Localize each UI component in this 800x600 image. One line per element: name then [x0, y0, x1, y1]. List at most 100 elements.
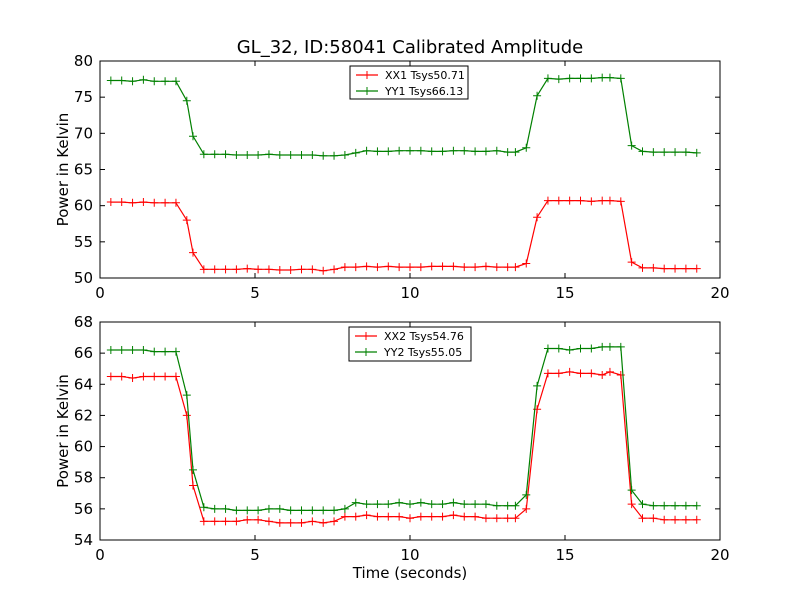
top-point-xx1: [384, 262, 393, 271]
top-x-tick-label: 15: [555, 284, 574, 302]
top-point-yy1: [692, 148, 701, 157]
top-point-yy1: [587, 74, 596, 83]
top-y-tick-label: 55: [74, 233, 93, 251]
bottom-point-xx2: [460, 512, 469, 521]
bottom-point-xx2: [351, 512, 360, 521]
bottom-legend-marker-xx2: [362, 332, 370, 340]
bottom-point-xx2: [565, 367, 574, 376]
bottom-legend-box: [348, 326, 472, 362]
top-point-yy1: [319, 151, 328, 160]
top-point-xx1: [221, 265, 230, 274]
bottom-point-yy2: [150, 347, 159, 356]
top-point-xx1: [427, 262, 436, 271]
bottom-point-xx2: [182, 411, 191, 420]
bottom-point-xx2: [128, 374, 137, 383]
top-point-xx1: [297, 265, 306, 274]
bottom-point-yy2: [565, 346, 574, 355]
top-point-xx1: [605, 196, 614, 205]
bottom-point-xx2: [199, 517, 208, 526]
top-point-yy1: [189, 132, 197, 141]
top-point-yy1: [492, 146, 501, 155]
top-point-xx1: [189, 248, 197, 257]
top-point-xx1: [460, 263, 469, 272]
bottom-point-yy2: [481, 500, 490, 509]
top-point-yy1: [681, 148, 690, 157]
top-point-yy1: [117, 76, 126, 85]
bottom-point-xx2: [427, 512, 436, 521]
bottom-point-yy2: [308, 506, 317, 515]
bottom-point-yy2: [117, 346, 126, 355]
top-point-xx1: [416, 263, 425, 272]
bottom-point-xx2: [243, 515, 252, 524]
top-point-xx1: [362, 262, 371, 271]
bottom-y-tick-label: 56: [74, 500, 93, 518]
bottom-point-xx2: [492, 514, 501, 523]
top-y-tick-label: 80: [74, 52, 93, 70]
top-point-yy1: [139, 75, 148, 84]
top-point-xx1: [587, 197, 596, 206]
bottom-x-tick-label: 10: [400, 546, 419, 564]
bottom-x-tick-label: 0: [95, 546, 105, 564]
bottom-point-xx2: [438, 512, 447, 521]
top-point-yy1: [522, 143, 531, 152]
bottom-point-xx2: [638, 514, 647, 523]
bottom-point-xx2: [384, 512, 393, 521]
top-point-yy1: [264, 150, 273, 159]
top-point-xx1: [503, 263, 512, 272]
top-point-xx1: [232, 265, 241, 274]
bottom-point-yy2: [587, 344, 596, 353]
bottom-point-xx2: [671, 515, 680, 524]
bottom-point-yy2: [660, 501, 669, 510]
bottom-point-xx2: [503, 514, 512, 523]
bottom-point-xx2: [340, 512, 349, 521]
bottom-point-xx2: [221, 517, 230, 526]
top-point-xx1: [351, 263, 360, 272]
bottom-point-xx2: [511, 514, 520, 523]
bottom-point-yy2: [351, 498, 360, 507]
bottom-point-yy2: [243, 506, 252, 515]
top-point-xx1: [210, 265, 219, 274]
bottom-point-xx2: [627, 500, 636, 509]
top-point-xx1: [150, 198, 159, 207]
top-point-yy1: [627, 141, 636, 150]
bottom-point-yy2: [182, 391, 191, 400]
bottom-point-yy2: [543, 344, 552, 353]
top-point-xx1: [692, 264, 701, 273]
bottom-point-yy2: [605, 342, 614, 351]
bottom-point-yy2: [128, 346, 137, 355]
bottom-point-xx2: [106, 372, 115, 381]
top-point-yy1: [128, 77, 137, 86]
bottom-point-yy2: [649, 501, 658, 510]
bottom-point-yy2: [373, 500, 382, 509]
bottom-point-xx2: [543, 369, 552, 378]
top-legend-box: [349, 65, 469, 100]
bottom-point-xx2: [587, 369, 596, 378]
top-point-xx1: [598, 196, 607, 205]
top-point-yy1: [254, 151, 263, 160]
top-point-xx1: [543, 196, 552, 205]
top-point-yy1: [503, 148, 512, 157]
bottom-point-yy2: [362, 500, 371, 509]
top-point-xx1: [308, 265, 317, 274]
bottom-point-xx2: [681, 515, 690, 524]
top-point-xx1: [554, 196, 563, 205]
bottom-point-yy2: [340, 504, 349, 513]
top-point-xx1: [627, 258, 636, 267]
top-point-xx1: [406, 263, 414, 272]
top-point-yy1: [221, 150, 230, 159]
top-point-xx1: [199, 265, 208, 274]
top-point-xx1: [106, 198, 115, 207]
top-point-yy1: [471, 147, 480, 156]
bottom-point-yy2: [286, 506, 295, 515]
bottom-point-xx2: [605, 367, 614, 376]
bottom-point-yy2: [671, 501, 680, 510]
top-point-xx1: [161, 198, 170, 207]
bottom-point-xx2: [471, 512, 480, 521]
bottom-point-yy2: [189, 465, 197, 474]
top-point-yy1: [449, 146, 458, 155]
top-point-yy1: [416, 146, 425, 155]
top-point-xx1: [182, 216, 191, 225]
top-point-xx1: [471, 263, 480, 272]
bottom-x-tick-label: 20: [710, 546, 729, 564]
bottom-y-tick-label: 64: [74, 375, 93, 393]
